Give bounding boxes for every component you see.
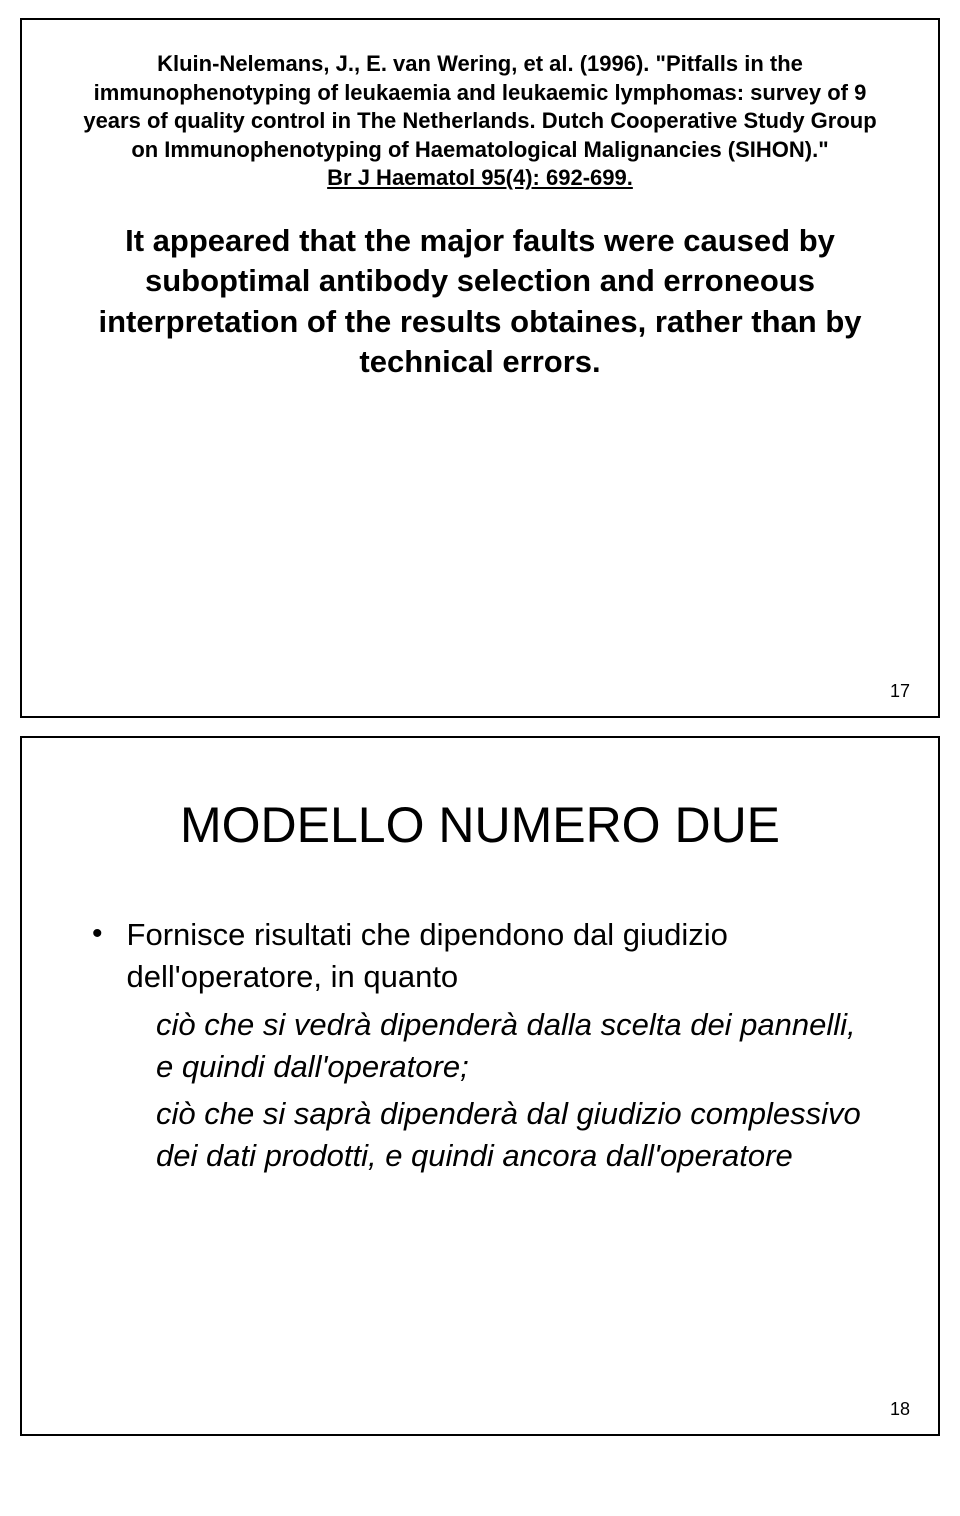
slide-2-title: MODELLO NUMERO DUE xyxy=(62,796,898,854)
bullet-item: • Fornisce risultati che dipendono dal g… xyxy=(92,914,868,998)
bullet-dot-icon: • xyxy=(92,914,103,955)
citation-block: Kluin-Nelemans, J., E. van Wering, et al… xyxy=(62,50,898,193)
slide-1: Kluin-Nelemans, J., E. van Wering, et al… xyxy=(20,18,940,718)
slide-2-page-number: 18 xyxy=(890,1399,910,1420)
slide-2: MODELLO NUMERO DUE • Fornisce risultati … xyxy=(20,736,940,1436)
citation-journal: Br J Haematol 95(4): 692-699. xyxy=(327,165,633,190)
sub-point-2: ciò che si saprà dipenderà dal giudizio … xyxy=(156,1093,868,1177)
bullet-block: • Fornisce risultati che dipendono dal g… xyxy=(62,914,898,1177)
slide-1-page-number: 17 xyxy=(890,681,910,702)
slide-1-body: It appeared that the major faults were c… xyxy=(62,221,898,382)
citation-text: Kluin-Nelemans, J., E. van Wering, et al… xyxy=(83,51,876,162)
sub-point-1: ciò che si vedrà dipenderà dalla scelta … xyxy=(156,1004,868,1088)
bullet-intro-text: Fornisce risultati che dipendono dal giu… xyxy=(127,914,868,998)
